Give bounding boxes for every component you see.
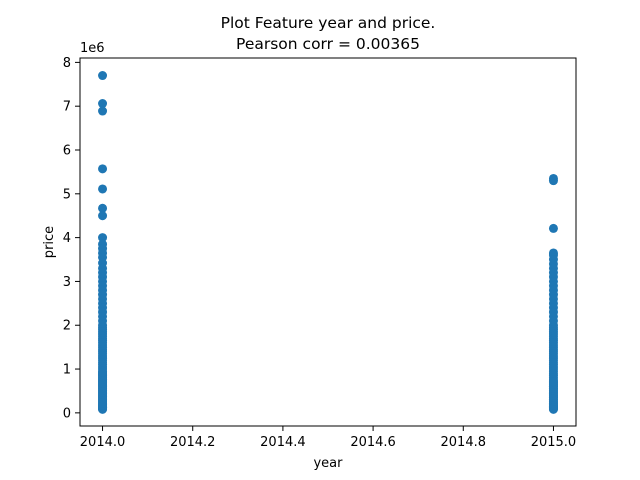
x-tick-label: 2014.2 (170, 435, 216, 450)
data-point (98, 184, 108, 194)
y-axis-ticks: 0 1 2 3 4 5 6 7 8 (63, 56, 80, 421)
x-tick-label: 2014.8 (441, 435, 487, 450)
data-point (98, 71, 108, 81)
y-tick-label: 5 (63, 187, 71, 202)
data-points (98, 71, 558, 414)
x-axis-label: year (313, 456, 343, 471)
data-point (98, 211, 108, 221)
data-point (98, 203, 108, 213)
data-point (98, 164, 108, 174)
y-tick-label: 4 (63, 231, 71, 246)
y-tick-label: 1 (63, 363, 71, 378)
plot-frame (79, 57, 577, 427)
y-offset-label: 1e6 (80, 41, 105, 56)
y-tick-label: 3 (63, 275, 71, 290)
data-point (98, 368, 108, 378)
data-point (548, 176, 558, 186)
data-point (98, 233, 108, 243)
data-point (98, 99, 108, 109)
chart-title-line-2: Pearson corr = 0.00365 (236, 35, 420, 53)
chart-title-line-1: Plot Feature year and price. (221, 14, 436, 32)
data-point (548, 223, 558, 233)
y-tick-label: 8 (63, 56, 71, 71)
data-point (548, 377, 558, 387)
y-tick-label: 0 (63, 406, 71, 421)
x-tick-label: 2014.0 (80, 435, 126, 450)
y-axis-label: price (42, 226, 57, 258)
x-tick-label: 2014.6 (350, 435, 396, 450)
y-tick-label: 2 (63, 319, 71, 334)
x-axis-ticks: 2014.0 2014.2 2014.4 2014.6 2014.8 2015.0 (80, 426, 576, 450)
y-tick-label: 7 (63, 100, 71, 115)
x-tick-label: 2014.4 (260, 435, 306, 450)
data-point (98, 106, 108, 116)
y-tick-label: 6 (63, 144, 71, 159)
x-tick-label: 2015.0 (531, 435, 577, 450)
